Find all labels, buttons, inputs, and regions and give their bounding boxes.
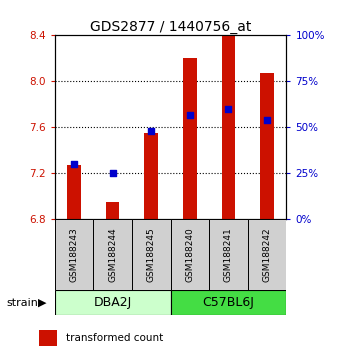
Text: DBA2J: DBA2J xyxy=(93,296,132,309)
Text: ▶: ▶ xyxy=(38,298,46,308)
Text: GSM188243: GSM188243 xyxy=(69,228,78,282)
Text: strain: strain xyxy=(7,298,39,308)
FancyBboxPatch shape xyxy=(55,219,93,290)
FancyBboxPatch shape xyxy=(170,219,209,290)
Text: GSM188242: GSM188242 xyxy=(263,228,272,282)
FancyBboxPatch shape xyxy=(55,290,170,315)
FancyBboxPatch shape xyxy=(93,219,132,290)
FancyBboxPatch shape xyxy=(170,290,286,315)
Bar xyxy=(183,58,197,219)
Bar xyxy=(222,35,235,219)
FancyBboxPatch shape xyxy=(248,219,286,290)
Point xyxy=(187,112,193,118)
Point xyxy=(226,106,231,112)
Bar xyxy=(67,165,81,219)
Text: GSM188245: GSM188245 xyxy=(147,228,156,282)
Text: GSM188241: GSM188241 xyxy=(224,228,233,282)
Bar xyxy=(145,133,158,219)
Point xyxy=(264,117,270,123)
Title: GDS2877 / 1440756_at: GDS2877 / 1440756_at xyxy=(90,21,251,34)
Point xyxy=(71,161,77,167)
Point xyxy=(110,171,115,176)
Text: GSM188240: GSM188240 xyxy=(185,228,194,282)
Text: C57BL6J: C57BL6J xyxy=(203,296,254,309)
Text: transformed count: transformed count xyxy=(66,333,164,343)
Point xyxy=(148,128,154,134)
Bar xyxy=(39,330,57,346)
Bar xyxy=(106,202,119,219)
Bar xyxy=(261,73,274,219)
FancyBboxPatch shape xyxy=(209,219,248,290)
FancyBboxPatch shape xyxy=(132,219,170,290)
Text: GSM188244: GSM188244 xyxy=(108,228,117,282)
